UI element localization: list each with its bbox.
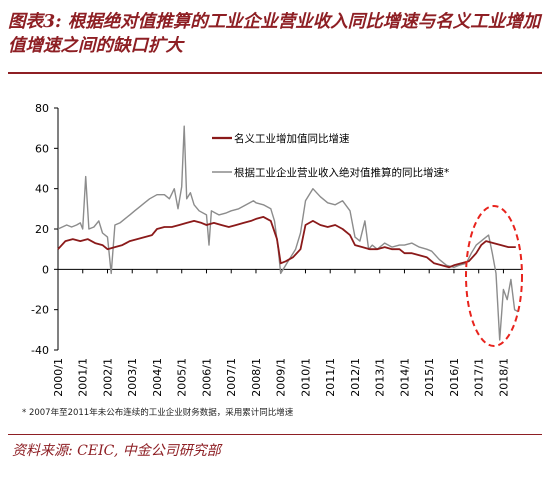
legend-label: 名义工业增加值同比增速 — [234, 132, 350, 145]
y-tick-label: -40 — [31, 344, 49, 357]
x-tick-label: 2001/1 — [77, 358, 90, 397]
y-tick-label: 60 — [35, 142, 49, 155]
x-tick-label: 2006/1 — [200, 358, 213, 397]
y-tick-label: 80 — [35, 102, 49, 115]
series-line-nominal-value-added — [57, 215, 516, 269]
x-tick-label: 2015/1 — [423, 358, 436, 397]
x-tick-label: 2012/1 — [349, 358, 362, 397]
y-tick-label: 40 — [35, 183, 49, 196]
title-divider — [8, 72, 542, 74]
chart-marks — [57, 125, 523, 347]
x-tick-label: 2011/1 — [324, 358, 337, 397]
legend-label: 根据工业企业营业收入绝对值推算的同比增速* — [234, 166, 449, 179]
x-tick-label: 2014/1 — [398, 358, 411, 397]
x-tick-label: 2018/1 — [497, 358, 510, 397]
y-tick-label: 20 — [35, 223, 49, 236]
x-tick-label: 2005/1 — [176, 358, 189, 397]
x-tick-label: 2016/1 — [448, 358, 461, 397]
series-line-revenue-growth — [57, 125, 519, 341]
y-tick-label: -20 — [31, 304, 49, 317]
x-tick-label: 2009/1 — [275, 358, 288, 397]
x-tick-label: 2000/1 — [52, 358, 65, 397]
x-tick-label: 2017/1 — [473, 358, 486, 397]
x-tick-label: 2010/1 — [299, 358, 312, 397]
x-tick-label: 2008/1 — [250, 358, 263, 397]
x-tick-label: 2013/1 — [374, 358, 387, 397]
source-credit: 资料来源: CEIC, 中金公司研究部 — [12, 443, 221, 459]
chart-title: 图表3: 根据绝对值推算的工业企业营业收入同比增速与名义工业增加值增速之间的缺口… — [8, 12, 541, 56]
footer-divider — [8, 434, 542, 435]
x-tick-label: 2003/1 — [126, 358, 139, 397]
x-tick-label: 2002/1 — [101, 358, 114, 397]
y-tick-label: 0 — [42, 263, 49, 276]
highlight-ellipse — [465, 205, 523, 347]
footnote: * 2007年至2011年未公布连续的工业企业财务数据，采用累计同比增速 — [22, 408, 294, 418]
x-tick-label: 2007/1 — [225, 358, 238, 397]
x-tick-label: 2004/1 — [151, 358, 164, 397]
